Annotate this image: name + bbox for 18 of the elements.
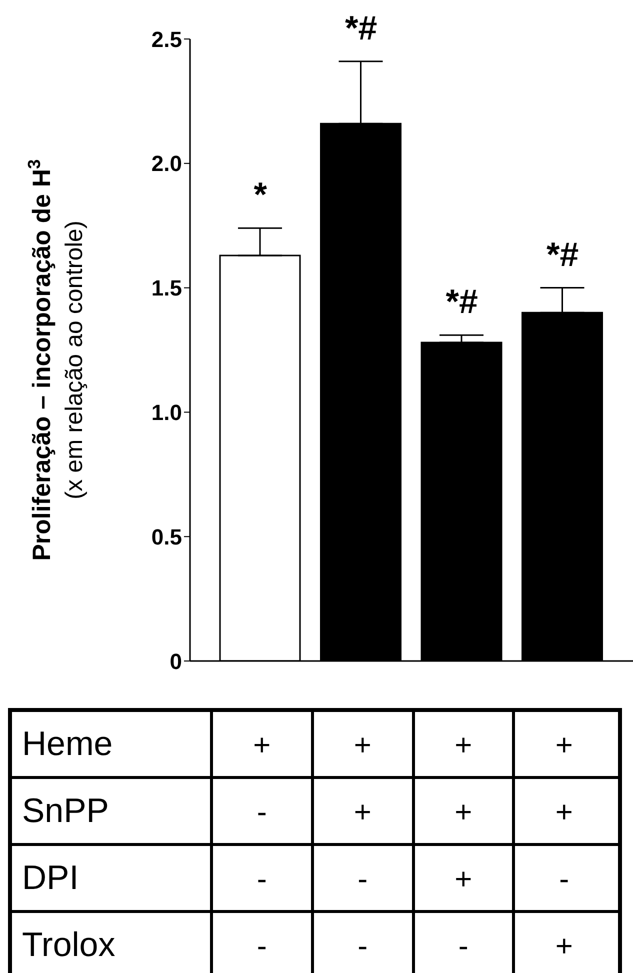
- category-label: + + - +: [555, 728, 573, 962]
- y-tick-label: 2.0: [151, 151, 182, 176]
- y-tick-label: 1.0: [151, 400, 182, 426]
- text: DPI: [22, 858, 79, 898]
- y-tick-label: 0.5: [151, 524, 182, 550]
- annotation: *#: [345, 9, 378, 48]
- annotation: *#: [546, 236, 579, 274]
- category-label: + - - -: [253, 728, 271, 962]
- text: SnPP: [22, 791, 109, 831]
- text: Heme: [22, 724, 113, 764]
- category-label: + + - -: [354, 728, 372, 962]
- annotation: *#: [446, 283, 478, 322]
- category-label: + + + -: [454, 728, 472, 962]
- text: Trolox: [22, 925, 116, 965]
- y-tick-label: 1.5: [151, 276, 182, 301]
- y-tick-label: 2.5: [151, 26, 182, 52]
- y-tick-label: 0: [170, 648, 182, 674]
- annotation: *: [254, 176, 268, 214]
